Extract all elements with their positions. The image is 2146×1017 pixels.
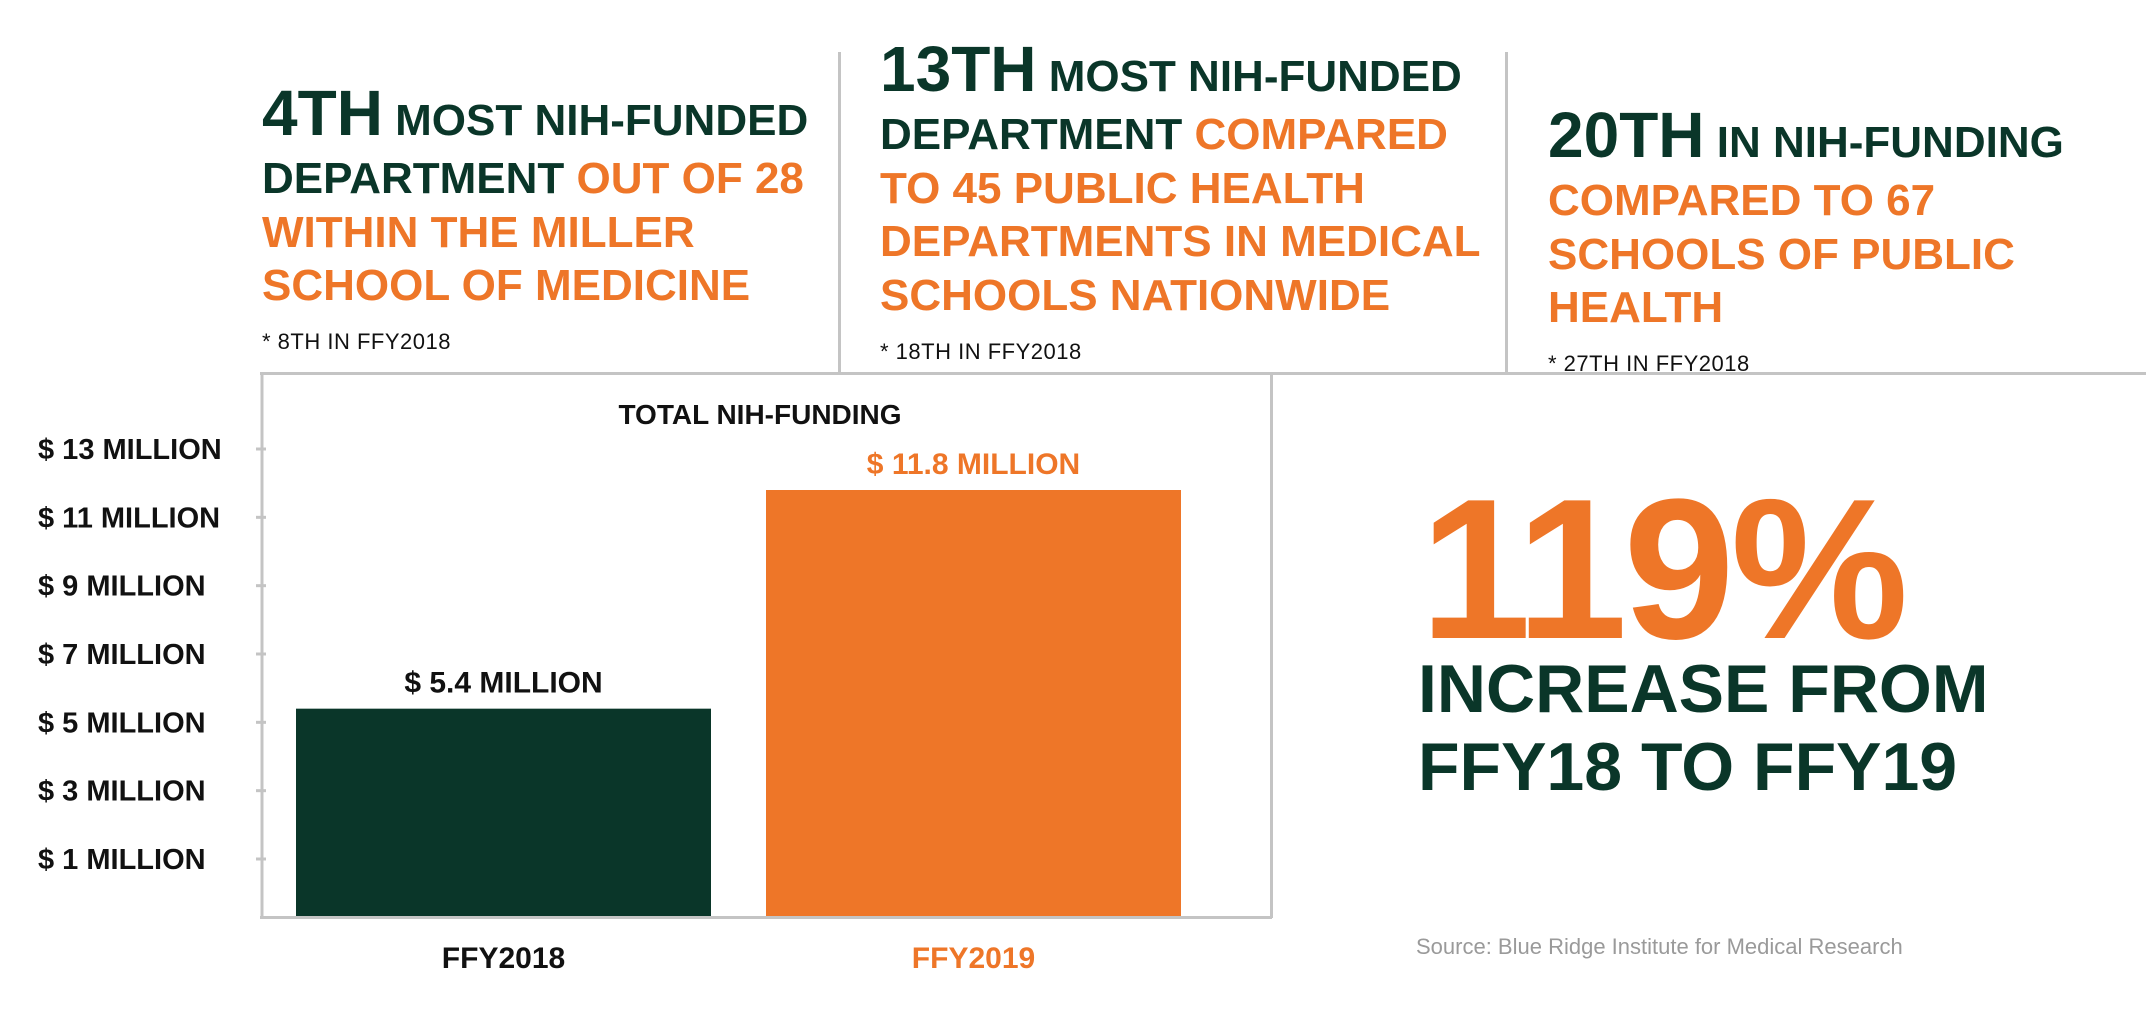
divider-vertical-bottom bbox=[1270, 372, 1273, 918]
source-credit: Source: Blue Ridge Institute for Medical… bbox=[1416, 934, 1903, 959]
y-tick-label: $ 1 MILLION bbox=[38, 844, 206, 876]
divider-chart-bottom bbox=[260, 916, 1272, 919]
divider-vertical-top-2 bbox=[1505, 52, 1508, 374]
stat-orange-text: OUT OF 28 WITHIN THE MILLER SCHOOL OF ME… bbox=[262, 154, 804, 311]
stat-rank: 4TH bbox=[262, 77, 383, 149]
stat-rank: 20TH bbox=[1548, 99, 1705, 171]
stat-headline: 13TH MOST NIH-FUNDED DEPARTMENT COMPARED… bbox=[880, 30, 1480, 323]
x-category-label: FFY2018 bbox=[442, 942, 565, 975]
bar-ffy2018 bbox=[296, 708, 711, 916]
y-axis-ticks: $ 1 MILLION $ 3 MILLION $ 5 MILLION $ 7 MIL… bbox=[38, 434, 266, 876]
stat-footnote: * 27TH IN FFY2018 bbox=[1548, 351, 1750, 377]
y-tick-label: $ 9 MILLION bbox=[38, 571, 206, 603]
increase-caption-line2: FFY18 TO FFY19 bbox=[1418, 729, 1958, 806]
stat-footnote: * 8TH IN FFY2018 bbox=[262, 329, 451, 355]
stat-dark-text: MOST NIH-FUNDED DEPARTMENT bbox=[880, 52, 1462, 160]
bar-value-label: $ 11.8 MILLION bbox=[867, 448, 1080, 481]
x-category-label: FFY2019 bbox=[912, 942, 1035, 975]
stat-orange-text: COMPARED TO 45 PUBLIC HEALTH DEPARTMENTS… bbox=[880, 110, 1480, 321]
stat-dark-text: IN NIH-FUNDING bbox=[1716, 118, 2064, 167]
increase-percent: 119% bbox=[1420, 458, 1908, 681]
chart-title: TOTAL NIH-FUNDING bbox=[618, 399, 901, 430]
y-tick-label: $ 3 MILLION bbox=[38, 776, 206, 808]
y-tick-label: $ 7 MILLION bbox=[38, 639, 206, 671]
stat-headline: 4TH MOST NIH-FUNDED DEPARTMENT OUT OF 28… bbox=[262, 74, 822, 313]
stat-rank: 13TH bbox=[880, 33, 1037, 105]
stat-block-department-rank-miller: 4TH MOST NIH-FUNDED DEPARTMENT OUT OF 28… bbox=[262, 74, 822, 356]
bar-ffy2019 bbox=[766, 490, 1181, 916]
y-tick-label: $ 13 MILLION bbox=[38, 434, 222, 466]
y-tick-label: $ 11 MILLION bbox=[38, 502, 220, 534]
stat-footnote: * 18TH IN FFY2018 bbox=[880, 338, 1082, 364]
stat-block-department-rank-national: 13TH MOST NIH-FUNDED DEPARTMENT COMPARED… bbox=[880, 30, 1480, 366]
stat-dark-text: MOST NIH-FUNDED DEPARTMENT bbox=[262, 96, 809, 204]
divider-horizontal bbox=[260, 372, 2146, 375]
stat-block-school-rank: 20TH IN NIH-FUNDING COMPARED TO 67 SCHOO… bbox=[1548, 96, 2146, 378]
increase-caption-line1: INCREASE FROM bbox=[1418, 651, 1989, 727]
bar-value-label: $ 5.4 MILLION bbox=[404, 667, 602, 700]
stat-orange-text: COMPARED TO 67 SCHOOLS OF PUBLIC HEALTH bbox=[1548, 176, 2015, 333]
y-tick-label: $ 5 MILLION bbox=[38, 707, 206, 739]
bars: $ 5.4 MILLION FFY2018 $ 11.8 MILLION FFY201… bbox=[296, 448, 1181, 975]
increase-caption: INCREASE FROM FFY18 TO FFY19 bbox=[1418, 650, 1988, 806]
stat-headline: 20TH IN NIH-FUNDING COMPARED TO 67 SCHOO… bbox=[1548, 96, 2146, 335]
divider-vertical-top-1 bbox=[838, 52, 841, 374]
